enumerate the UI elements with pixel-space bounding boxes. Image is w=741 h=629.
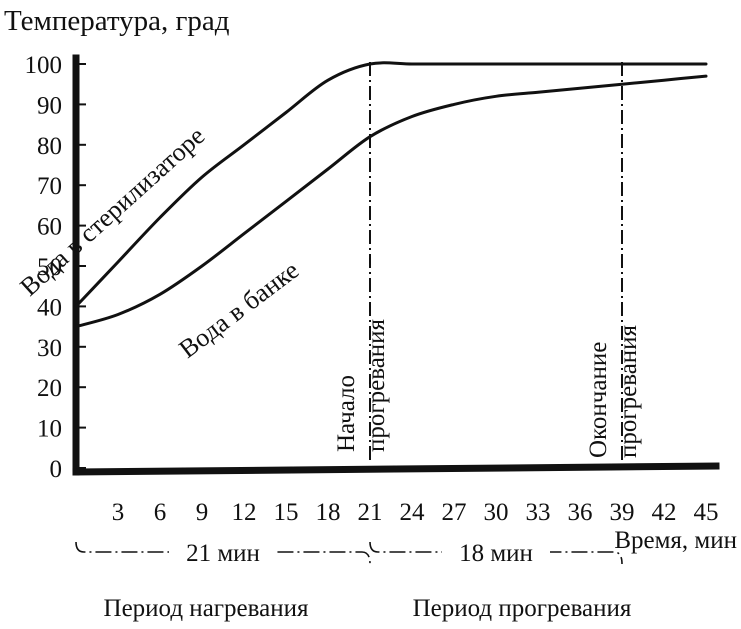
y-tick-label-20: 20: [37, 375, 62, 402]
marker-label-1-line-1: Начало: [333, 375, 360, 452]
x-tick-label-33: 33: [526, 499, 551, 526]
y-tick-label-80: 80: [37, 133, 62, 160]
x-tick-label-3: 3: [112, 499, 125, 526]
x-tick-label-24: 24: [400, 499, 426, 526]
y-tick-label-30: 30: [37, 335, 62, 362]
interval-name-2: Период прогревания: [413, 595, 632, 622]
x-tick-label-30: 30: [484, 499, 509, 526]
y-tick-label-90: 90: [37, 92, 62, 119]
y-tick-label-40: 40: [37, 294, 62, 321]
y-tick-label-60: 60: [37, 214, 62, 241]
x-tick-label-12: 12: [232, 499, 257, 526]
marker-label-2-line-1: Окончание: [585, 342, 612, 458]
series-line-2: [74, 74, 708, 329]
y-tick-label-10: 10: [37, 416, 62, 443]
interval-bracket-1: [75, 541, 371, 565]
x-tick-label-27: 27: [442, 499, 467, 526]
x-axis-label: Время, мин: [614, 527, 737, 554]
series-line-1: [74, 61, 708, 308]
x-tick-label-21: 21: [358, 499, 383, 526]
interval-name-1: Период нагревания: [104, 595, 309, 622]
x-tick-label-36: 36: [568, 499, 593, 526]
x-tick-label-6: 6: [154, 499, 167, 526]
y-tick-label-100: 100: [25, 52, 63, 79]
x-tick-label-15: 15: [274, 499, 299, 526]
y-tick-label-70: 70: [37, 173, 62, 200]
x-tick-label-9: 9: [196, 499, 209, 526]
x-axis-line: [72, 462, 720, 476]
interval-duration-2: 18 мин: [459, 540, 533, 567]
x-tick-label-45: 45: [694, 499, 719, 526]
x-tick-label-18: 18: [316, 499, 341, 526]
marker-label-1-line-2: прогревания: [363, 318, 390, 452]
interval-label-bg-2: [442, 536, 550, 566]
interval-duration-1: 21 мин: [186, 540, 260, 567]
y-axis-label: Температура, град: [4, 5, 230, 37]
x-tick-label-39: 39: [610, 499, 635, 526]
y-tick-label-0: 0: [50, 456, 63, 483]
interval-label-bg-1: [169, 536, 277, 566]
x-tick-label-42: 42: [652, 499, 677, 526]
y-tick-label-50: 50: [37, 254, 62, 281]
marker-label-2-line-2: прогревания: [615, 324, 642, 458]
